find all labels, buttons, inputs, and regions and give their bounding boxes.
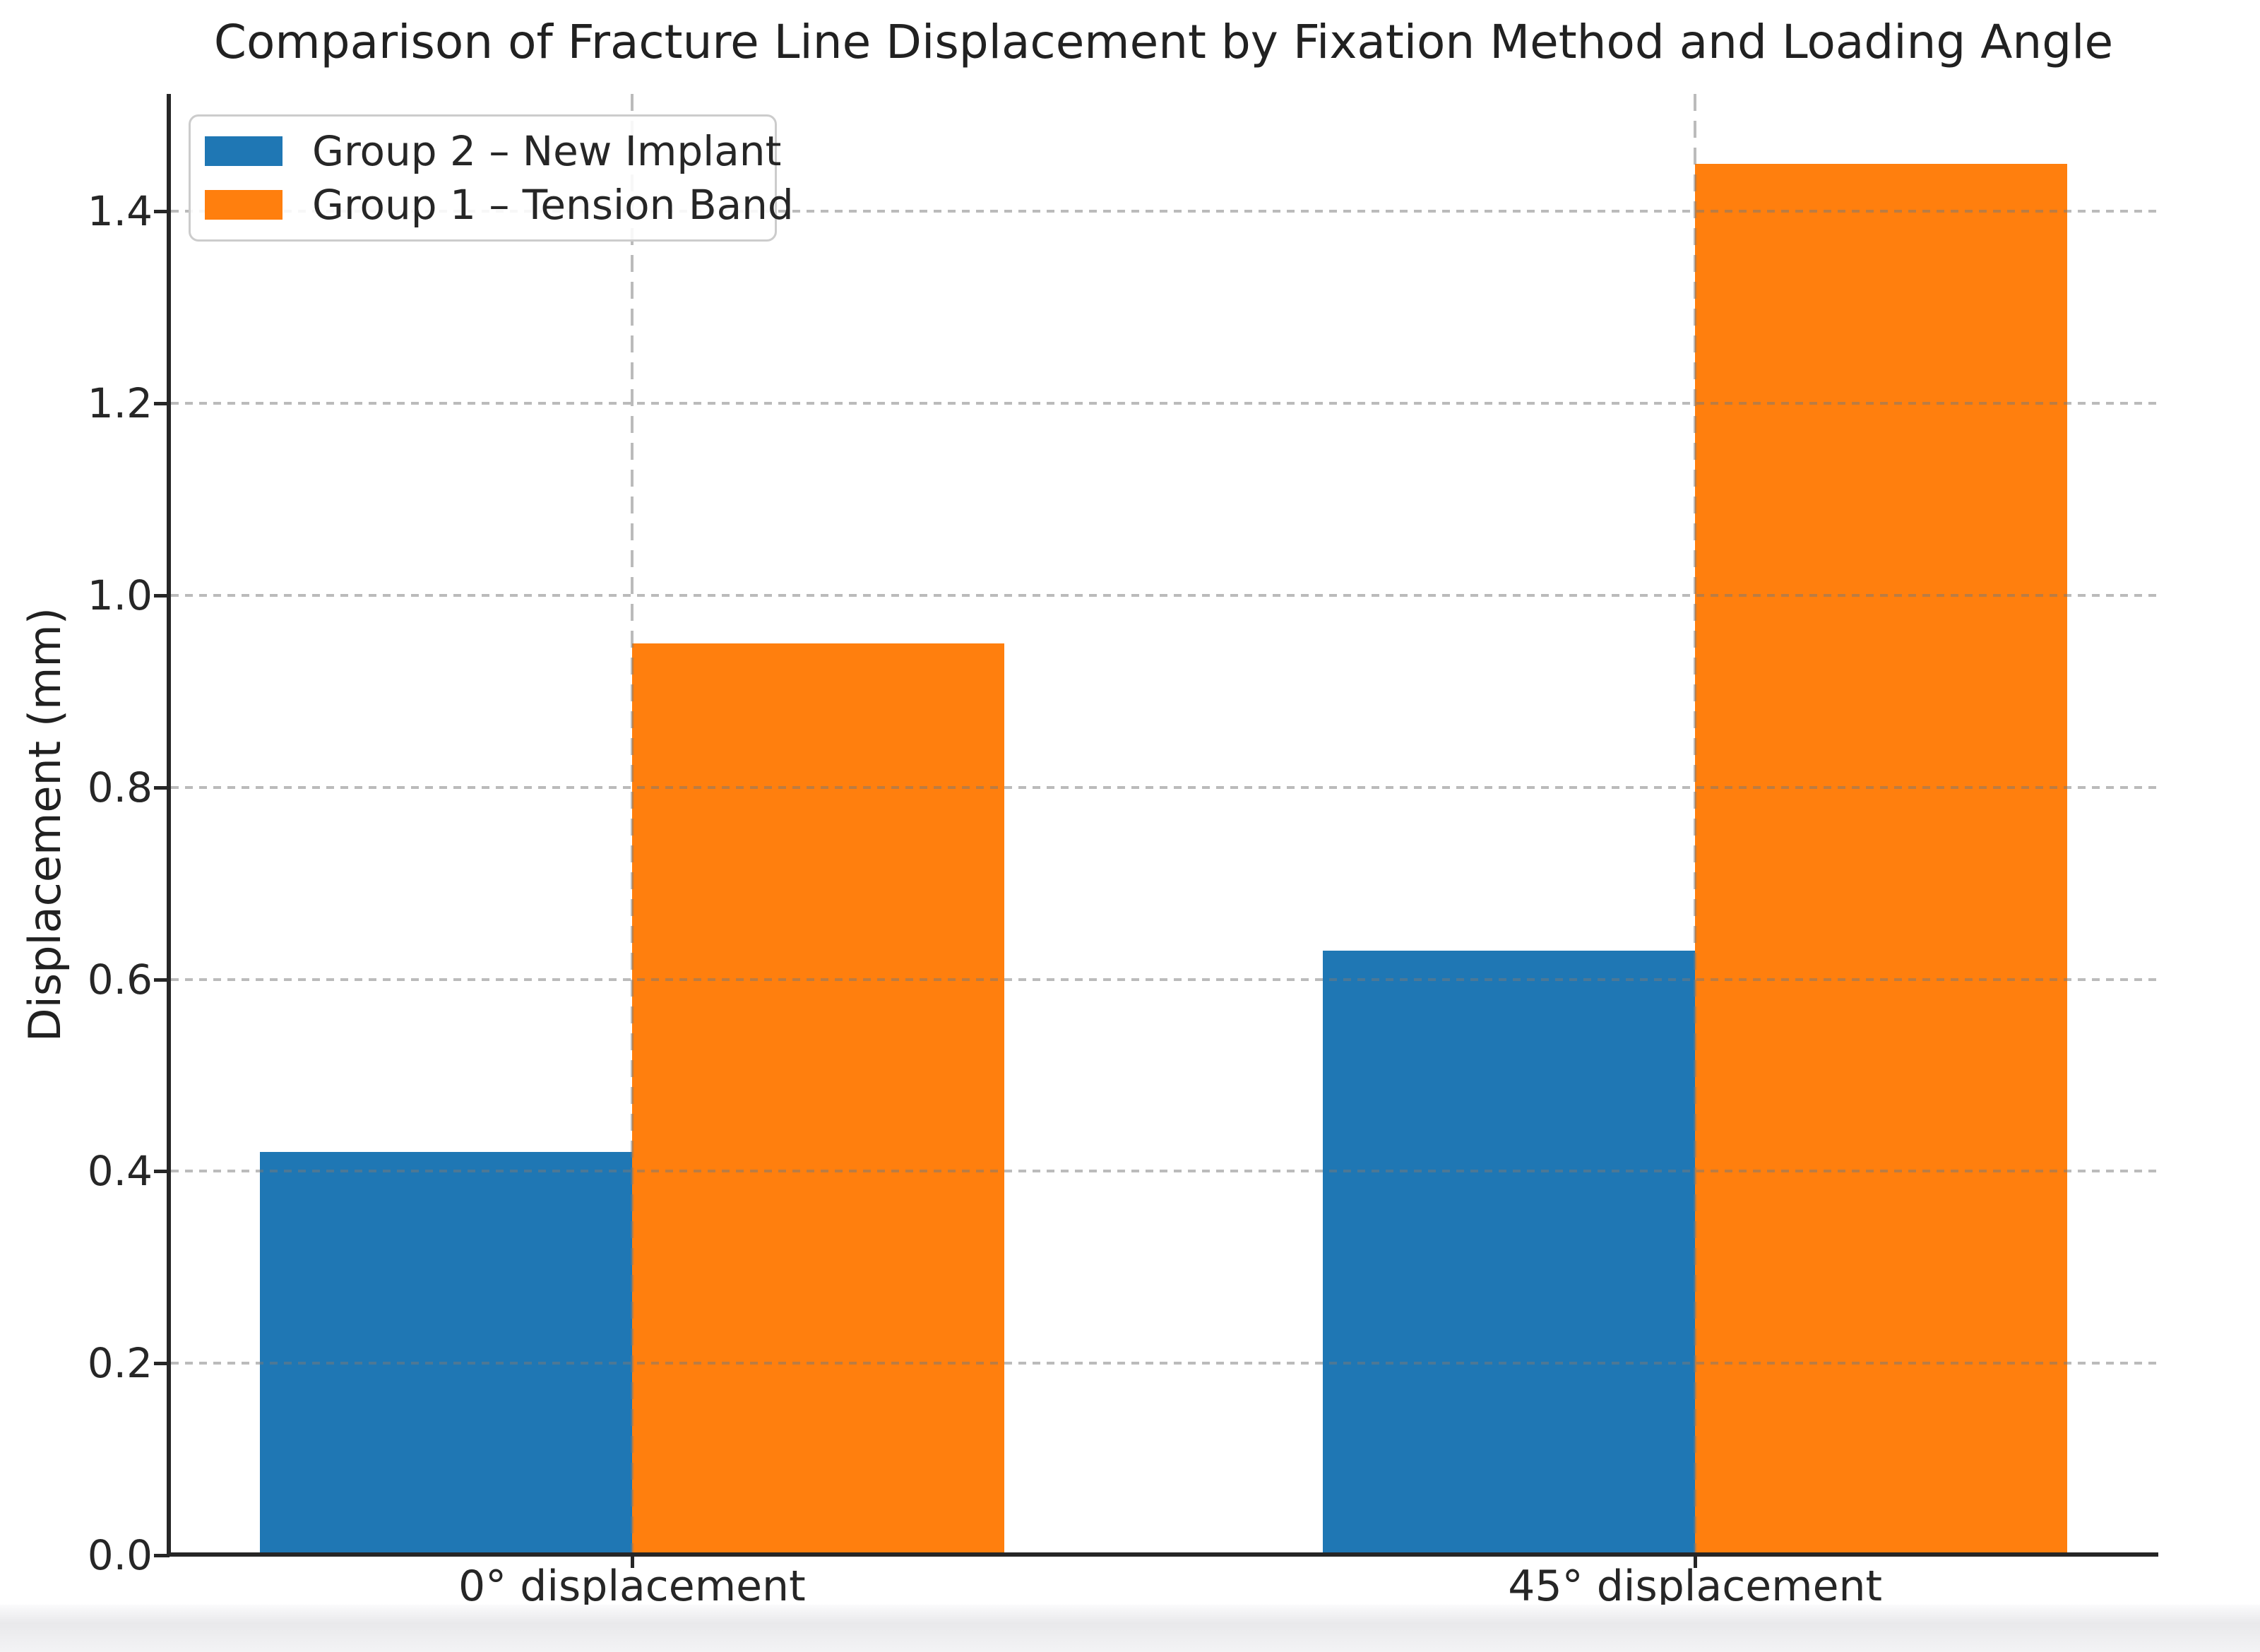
x-tick-label: 0° displacement <box>458 1562 806 1611</box>
y-tick-label: 0.2 <box>87 1339 153 1388</box>
gridline-horizontal <box>171 1170 2158 1173</box>
x-tick-mark <box>1694 1557 1698 1568</box>
y-tick-label: 0.0 <box>87 1531 153 1579</box>
gridline-horizontal <box>171 210 2158 213</box>
y-tick-label: 0.6 <box>87 955 153 1004</box>
chart-title: Comparison of Fracture Line Displacement… <box>213 15 2114 69</box>
y-tick-label: 1.4 <box>87 187 153 236</box>
gridline-horizontal <box>171 402 2158 405</box>
y-tick-label: 0.4 <box>87 1147 153 1196</box>
y-axis-spine <box>167 94 171 1557</box>
gridline-horizontal <box>171 1362 2158 1365</box>
legend-item-2: Group 1 – Tension Band <box>205 181 794 229</box>
gridline-vertical <box>630 94 634 1552</box>
gridline-horizontal <box>171 977 2158 981</box>
x-axis-spine <box>167 1552 2158 1557</box>
bar-series1-cat2 <box>1323 950 1696 1552</box>
bar-series2-cat1 <box>631 643 1004 1552</box>
bottom-edge-strip <box>0 1605 2260 1652</box>
y-tick-mark <box>154 1554 170 1557</box>
y-tick-mark <box>154 594 170 598</box>
y-tick-mark <box>154 977 170 982</box>
bar-series1-cat1 <box>259 1152 632 1552</box>
legend-label: Group 2 – New Implant <box>312 127 782 175</box>
x-tick-mark <box>630 1557 634 1568</box>
y-tick-mark <box>154 785 170 790</box>
y-tick-label: 1.0 <box>87 571 153 620</box>
legend-label: Group 1 – Tension Band <box>312 181 794 229</box>
gridline-horizontal <box>171 785 2158 789</box>
y-tick-label: 1.2 <box>87 379 153 428</box>
y-tick-mark <box>154 402 170 406</box>
legend: Group 2 – New Implant Group 1 – Tension B… <box>189 114 794 242</box>
y-tick-mark <box>154 210 170 214</box>
gridline-vertical <box>1694 94 1697 1552</box>
x-tick-label: 45° displacement <box>1508 1562 1883 1611</box>
legend-swatch-blue <box>205 136 282 166</box>
bar-series2-cat2 <box>1695 163 2068 1552</box>
gridline-horizontal <box>171 594 2158 598</box>
y-tick-label: 0.8 <box>87 763 153 812</box>
legend-swatch-orange <box>205 190 282 220</box>
y-tick-mark <box>154 1362 170 1366</box>
legend-item-1: Group 2 – New Implant <box>205 127 781 175</box>
y-tick-mark <box>154 1170 170 1174</box>
y-axis-label-container: Displacement (mm) <box>0 94 89 1555</box>
